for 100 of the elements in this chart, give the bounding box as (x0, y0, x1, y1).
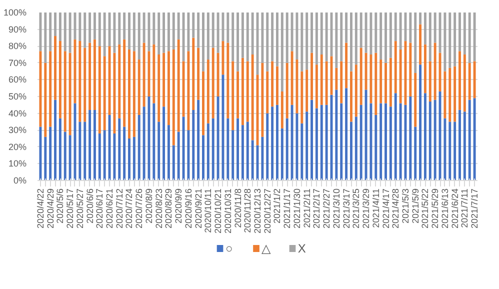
bar (152, 44, 156, 104)
y-tick-label: 90% (8, 24, 26, 34)
bar (271, 61, 274, 107)
bar (222, 12, 224, 42)
bar (177, 132, 180, 180)
bar (266, 71, 269, 114)
bar (64, 51, 66, 132)
bar (419, 64, 422, 180)
bar (409, 96, 412, 180)
bar (138, 114, 140, 180)
bar (98, 12, 101, 46)
bar (148, 96, 150, 180)
bar (158, 54, 160, 122)
bar (202, 12, 204, 72)
y-tick-label: 20% (8, 142, 26, 152)
bar (222, 41, 224, 75)
bar (68, 135, 72, 180)
bar (271, 12, 274, 62)
x-tick-label: 2021/5/3 (400, 188, 410, 224)
bar (444, 71, 446, 118)
bar (78, 12, 82, 42)
bar (103, 130, 106, 180)
bar (113, 133, 116, 180)
bar (172, 12, 175, 50)
bar (103, 56, 106, 130)
bar (384, 103, 387, 180)
bar (123, 12, 126, 40)
bar (315, 108, 318, 180)
x-tick-label: 2020/12/27 (262, 188, 272, 234)
bar (162, 52, 166, 107)
bar (152, 12, 156, 44)
bar (310, 52, 313, 100)
bar (128, 12, 130, 50)
bar (84, 12, 86, 48)
bar (404, 12, 407, 42)
x-tick-label: 2021/4/11 (370, 188, 381, 228)
bar (374, 12, 378, 53)
bar (177, 39, 180, 132)
x-tick-label: 2021/6/24 (450, 188, 460, 229)
bar (315, 12, 318, 65)
bar (290, 51, 294, 105)
bar (103, 12, 106, 56)
bar (246, 12, 249, 62)
bar (197, 48, 200, 100)
x-tick-label: 2020/10/31 (222, 188, 233, 234)
bar (162, 12, 166, 53)
bar (419, 24, 422, 65)
bar (444, 12, 446, 72)
x-tick-label: 2021/3/29 (361, 188, 372, 229)
x-tick-label: 2020/8/23 (154, 188, 164, 229)
bar (93, 110, 96, 180)
bar (389, 12, 392, 58)
bar (434, 12, 436, 43)
bar (44, 62, 47, 137)
bar (58, 118, 62, 180)
bar (172, 49, 175, 146)
bar (310, 12, 313, 53)
x-tick-label: 2020/11/28 (242, 188, 253, 233)
bar (118, 44, 121, 118)
bar (414, 72, 417, 127)
bar (84, 122, 86, 180)
bar (300, 123, 304, 180)
bar (93, 39, 96, 110)
x-tick-label: 2020/5/27 (74, 188, 85, 229)
y-tick-label: 0% (13, 176, 27, 186)
bar (280, 91, 284, 128)
x-tick-label: 2020/6/6 (84, 188, 95, 224)
bar (132, 136, 136, 180)
x-tick-label: 2020/7/26 (134, 188, 144, 229)
bar (206, 12, 210, 60)
bar (389, 106, 392, 180)
bar (473, 12, 476, 62)
bar (39, 126, 42, 180)
bar (192, 110, 195, 180)
bar (93, 12, 96, 40)
bar (261, 62, 264, 137)
bar (88, 110, 92, 180)
bar (286, 62, 288, 118)
bar (454, 122, 456, 180)
x-tick-label: 2020/5/17 (65, 188, 76, 229)
bar (98, 133, 101, 180)
bar (187, 51, 190, 130)
x-tick-label: 2021/2/27 (322, 188, 332, 229)
bar (306, 70, 308, 112)
bar (54, 100, 56, 180)
bar (232, 61, 234, 130)
bar (364, 90, 368, 180)
bar (232, 12, 234, 62)
bar (374, 114, 378, 180)
bar (345, 42, 348, 88)
bar (261, 136, 264, 180)
bar (380, 12, 382, 60)
bar (345, 88, 348, 180)
bar (118, 12, 121, 44)
bar (152, 103, 156, 180)
bar (84, 48, 86, 122)
bar (370, 103, 372, 180)
bar (325, 12, 328, 62)
bar (197, 12, 200, 48)
bar (434, 100, 436, 180)
